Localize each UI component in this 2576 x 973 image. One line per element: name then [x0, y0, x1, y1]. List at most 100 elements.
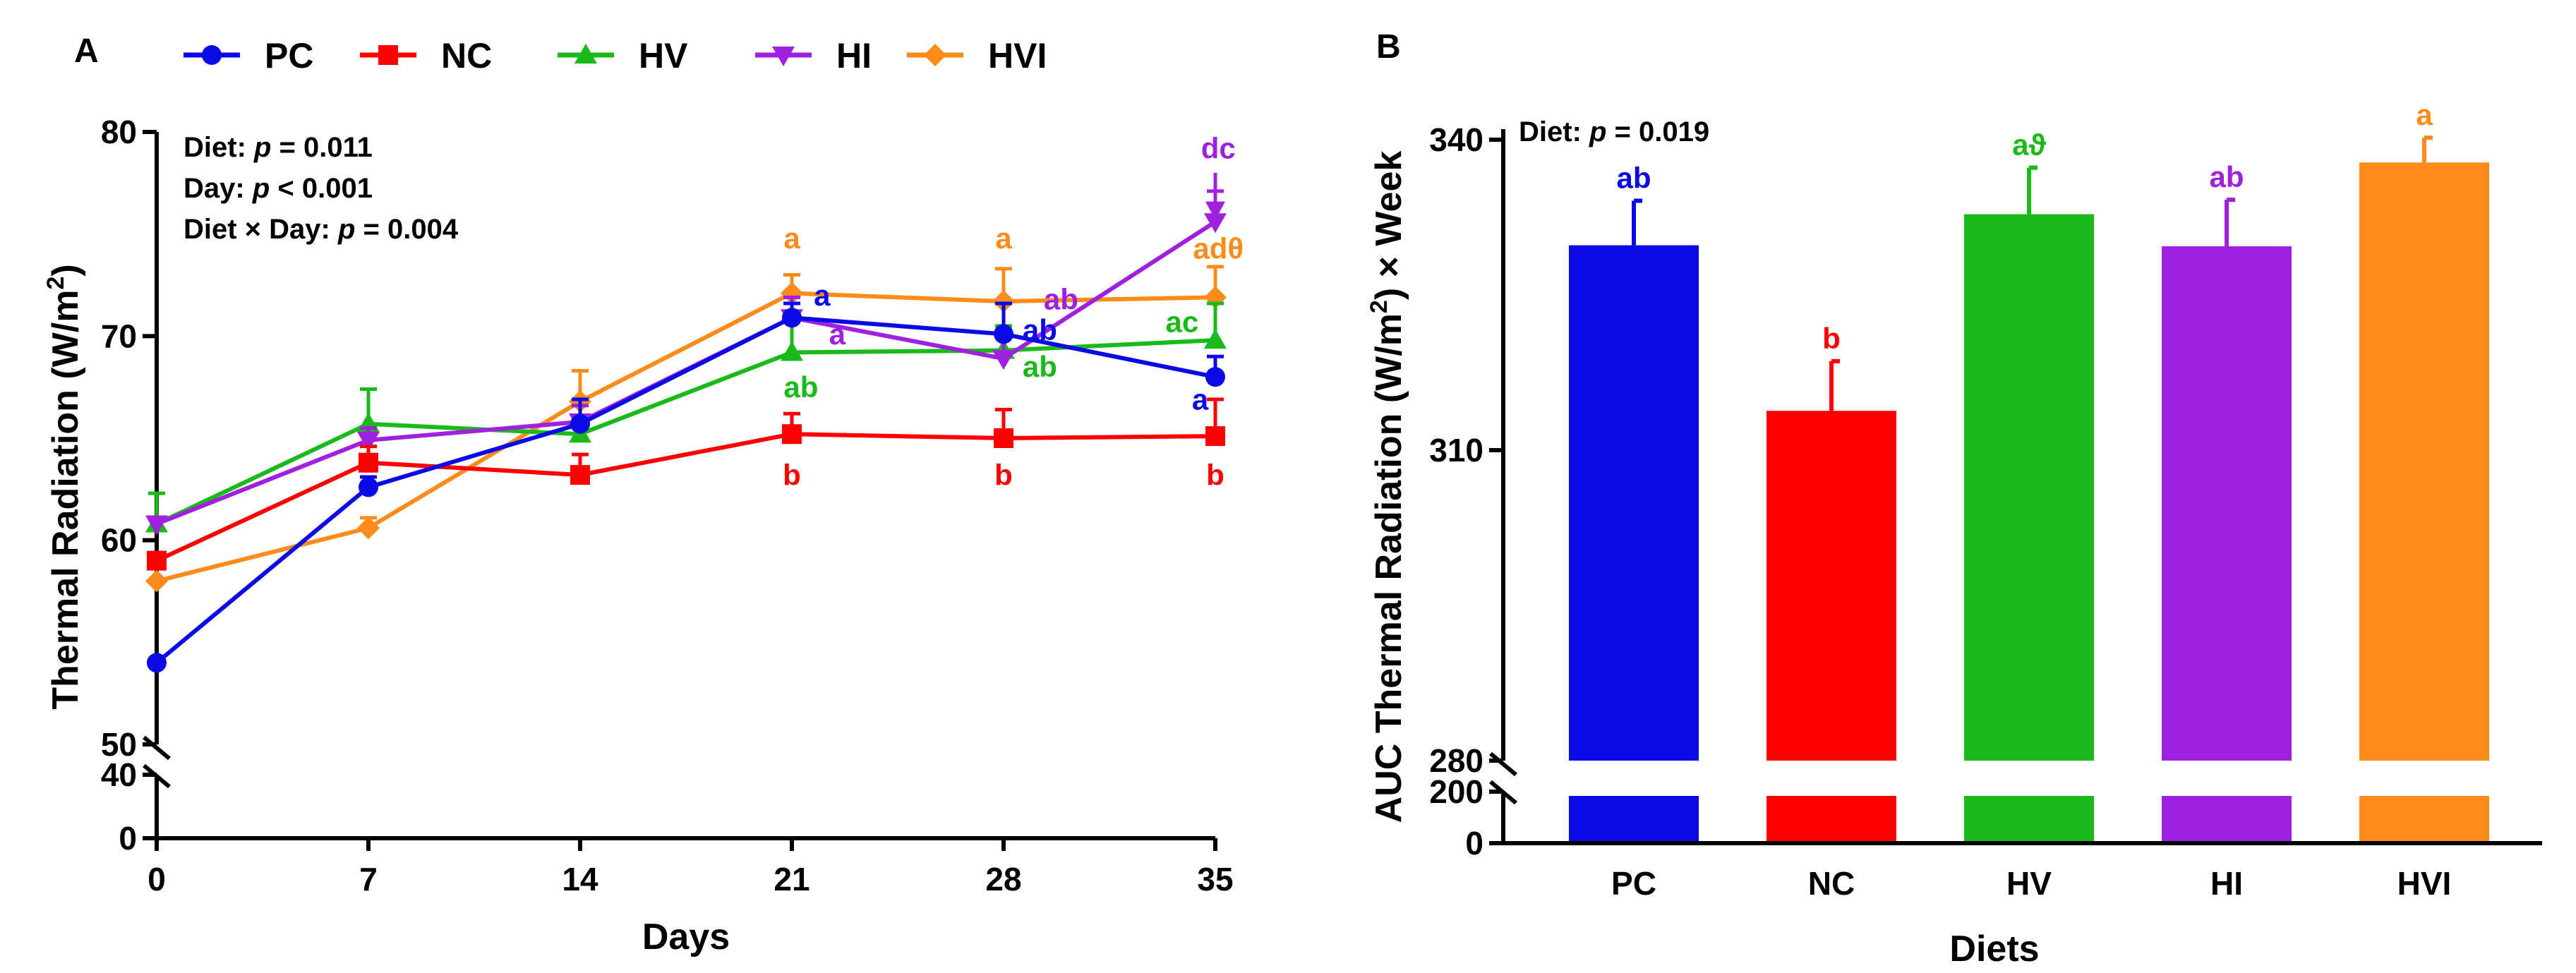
stat-diet-b: Diet: p = 0.019: [1519, 116, 1709, 147]
hi-day-35-arrow-head: [1205, 201, 1225, 220]
series-pc: [147, 301, 1225, 673]
marker-pc-day-28: [994, 324, 1013, 344]
marker-pc-day-0: [147, 653, 167, 673]
marker-nc-day-7: [359, 452, 378, 473]
legend-pc-label: PC: [265, 36, 313, 75]
axis-break-a-1: [143, 735, 171, 761]
marker-hi-day-35: [1204, 213, 1227, 234]
marker-nc-day-21: [782, 424, 802, 445]
x-tick-label-a-7: 7: [359, 861, 378, 898]
legend-hi-marker: [772, 47, 795, 66]
x-tick-label-a-21: 21: [774, 861, 809, 898]
annotation-a-1: a: [814, 279, 831, 312]
line-pc: [155, 315, 1216, 665]
axis-break-b-1: [1489, 751, 1517, 777]
legend-hi-label: HI: [836, 36, 872, 75]
letter-pc: ab: [1616, 162, 1651, 195]
stat-diet-a: Diet: p = 0.011: [183, 132, 373, 163]
letter-nc: b: [1822, 322, 1841, 355]
panel-b-label: B: [1376, 28, 1401, 66]
x-tick-label-b-hvi: HVI: [2397, 865, 2452, 902]
annotation-a-0: a: [783, 222, 800, 255]
y-axis-a-title: Thermal Radiation (W/m2): [42, 264, 86, 709]
bar-lower-hvi: [2359, 796, 2489, 841]
x-tick-label-b-hi: HI: [2210, 865, 2243, 902]
x-axis-a-title: Days: [642, 917, 730, 957]
annotation-a-5: a: [995, 222, 1012, 255]
x-tick-label-b-nc: NC: [1808, 865, 1855, 902]
line-nc: [155, 432, 1216, 563]
series-nc: [147, 397, 1225, 571]
letter-hvi: a: [2416, 98, 2433, 131]
y-axis-b-title: AUC Thermal Radiation (W/m2) × Week: [1366, 151, 1409, 823]
x-tick-label-b-pc: PC: [1611, 865, 1656, 902]
annotation-a-3: ab: [783, 370, 818, 404]
marker-nc-day-14: [570, 465, 590, 485]
annotation-a-2: a: [829, 318, 846, 351]
legend-hv-marker: [574, 44, 597, 64]
line-hvi: [156, 291, 1216, 584]
legend-hvi-label: HVI: [988, 36, 1047, 75]
y-tick-label-b-280: 280: [1429, 742, 1483, 779]
marker-nc-day-28: [994, 428, 1013, 448]
bar-nc: [1767, 411, 1896, 761]
marker-pc-day-35: [1205, 367, 1225, 387]
marker-hi-day-7: [357, 431, 380, 452]
bar-hi: [2162, 246, 2292, 761]
annotation-a-7: ab: [1023, 313, 1057, 346]
legend-item-nc: NC: [360, 36, 492, 75]
y-tick-label-b-lower-0: 0: [1465, 825, 1483, 862]
y-tick-label-b-310: 310: [1429, 432, 1483, 469]
marker-hvi-day-28: [992, 290, 1015, 313]
legend-item-hvi: HVI: [907, 36, 1047, 75]
series-hvi: [145, 265, 1227, 593]
x-tick-label-a-0: 0: [148, 861, 166, 898]
marker-hv-day-35: [1204, 329, 1227, 349]
bar-pc: [1569, 245, 1699, 761]
x-ticks-a: 0 7 14 21 28 35: [148, 838, 1234, 898]
stat-day-a: Day: p < 0.001: [183, 173, 373, 204]
marker-hi-day-28: [992, 350, 1015, 370]
panel-a: A PC NC HV HI: [42, 32, 1244, 957]
bar-hv: [1964, 214, 2094, 761]
y-tick-label-b-lower-200: 200: [1429, 773, 1483, 810]
letter-hi: ab: [2209, 160, 2244, 193]
marker-pc-day-7: [359, 477, 378, 497]
annotation-a-13: a: [1192, 382, 1209, 416]
marker-hvi-day-7: [357, 516, 380, 540]
bar-hvi: [2359, 162, 2489, 761]
legend-nc-label: NC: [441, 36, 492, 75]
axes-b: [1489, 129, 2542, 845]
panel-a-label: A: [74, 32, 99, 70]
letter-hv: aϑ: [2012, 128, 2046, 162]
x-tick-label-b-hv: HV: [2006, 865, 2052, 902]
bars-b: ab b aϑ ab a: [1569, 98, 2489, 841]
y-tick-label-a-50: 50: [101, 726, 137, 763]
bar-lower-pc: [1569, 796, 1699, 841]
legend-item-pc: PC: [183, 36, 313, 75]
bar-lower-nc: [1767, 796, 1896, 841]
line-hv: [155, 338, 1216, 526]
y-tick-label-a-60: 60: [101, 522, 137, 559]
series-a: [145, 172, 1227, 673]
marker-nc-day-35: [1205, 426, 1225, 447]
x-ticks-b: PC NC HV HI HVI: [1611, 865, 2451, 902]
marker-pc-day-21: [782, 308, 802, 328]
stat-interaction-a: Diet × Day: p = 0.004: [183, 214, 459, 245]
y-tick-label-a-lower-40: 40: [101, 756, 137, 793]
annotation-a-11: adθ: [1193, 231, 1244, 265]
legend-item-hi: HI: [755, 36, 872, 75]
y-tick-label-b-340: 340: [1429, 121, 1483, 158]
annotation-a-9: b: [994, 459, 1013, 492]
y-tick-label-a-80: 80: [101, 114, 137, 150]
marker-hv-day-21: [781, 341, 803, 361]
legend-pc-marker: [202, 45, 222, 65]
stats-a: Diet: p = 0.011 Day: p < 0.001 Diet × Da…: [183, 132, 459, 245]
y-ticks-a: 50 60 70 80 0 40: [101, 114, 157, 857]
x-axis-b-title: Diets: [1949, 929, 2039, 969]
x-tick-label-a-14: 14: [562, 861, 598, 898]
y-tick-label-a-70: 70: [101, 318, 137, 354]
legend-item-hv: HV: [558, 36, 688, 75]
